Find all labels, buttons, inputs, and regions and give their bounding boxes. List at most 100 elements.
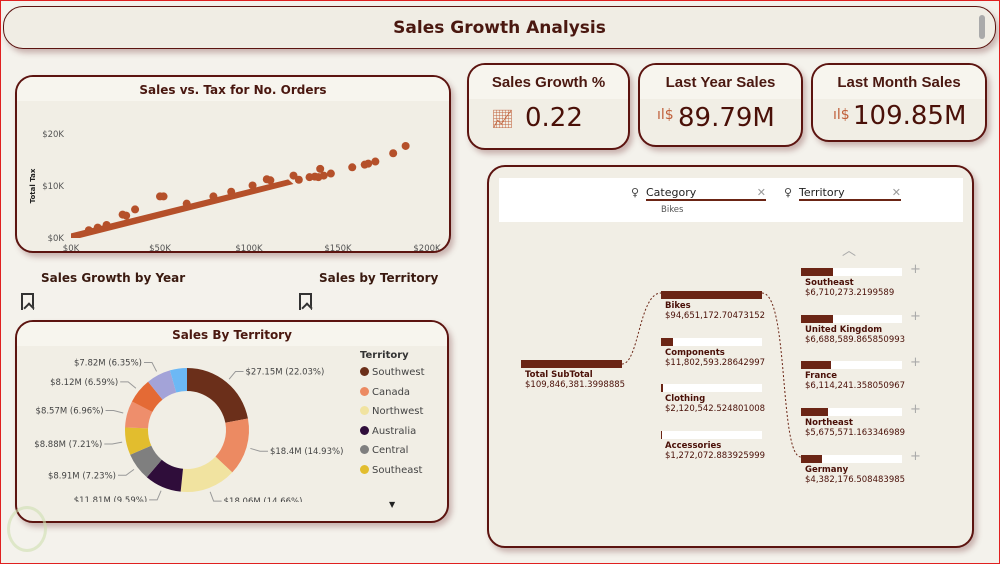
expand-plus-icon[interactable]: + xyxy=(910,262,921,277)
node-label: Total SubTotal xyxy=(525,370,593,380)
legend-item[interactable]: Central xyxy=(360,445,408,456)
slice-label: $8.88M (7.21%) xyxy=(34,440,102,450)
section-sales-by-territory: Sales by Territory xyxy=(319,271,439,285)
close-icon[interactable]: ✕ xyxy=(756,186,766,199)
node-value: $4,382,176.508483985 xyxy=(805,474,906,485)
scatter-card: Sales vs. Tax for No. Orders $0K $50K $100… xyxy=(15,75,451,253)
label-leader xyxy=(149,490,162,501)
slice-label: $8.12M (6.59%) xyxy=(50,378,118,388)
node-bar xyxy=(661,291,762,299)
donut-slice[interactable] xyxy=(125,401,153,429)
page-title: Sales Growth Analysis xyxy=(393,18,606,38)
node-bar xyxy=(801,268,902,276)
scatter-point xyxy=(348,163,357,172)
decomposition-tree-card: ♀ Category ✕ Bikes ♀ Territory ✕ ︿ Total… xyxy=(487,165,974,548)
slice-label: $18.4M (14.93%) xyxy=(270,447,343,457)
trend-chart-icon: 📈︎ xyxy=(491,109,514,130)
scatter-point xyxy=(326,169,335,178)
donut-slice[interactable] xyxy=(130,445,162,478)
scatter-point xyxy=(266,176,275,185)
scatter-point xyxy=(182,199,191,208)
node-bar xyxy=(521,360,622,368)
node-value: $6,710,273.2199589 xyxy=(805,288,895,298)
scrollbar[interactable] xyxy=(979,15,985,39)
legend-title: Territory xyxy=(360,350,409,361)
legend-item[interactable]: Southeast xyxy=(360,465,422,476)
expand-plus-icon[interactable]: + xyxy=(910,355,921,371)
scatter-point xyxy=(131,205,140,214)
donut-slice[interactable] xyxy=(187,368,248,423)
node-bar xyxy=(661,337,762,346)
section-growth-by-year: Sales Growth by Year xyxy=(41,271,186,285)
scatter-point xyxy=(389,149,398,158)
node-bar xyxy=(661,430,762,439)
bookmark-icon[interactable] xyxy=(299,293,312,310)
expand-plus-icon[interactable]: + xyxy=(910,402,921,418)
kpi-value: 0.22 xyxy=(525,103,583,133)
node-bar xyxy=(801,454,902,463)
slice-label: $27.15M (22.03%) xyxy=(246,367,325,377)
kpi-title: Last Month Sales xyxy=(813,65,985,99)
node-label: Clothing xyxy=(665,394,706,404)
legend-scroll-down-icon[interactable]: ▼ xyxy=(389,500,396,509)
donut-slice[interactable] xyxy=(215,418,249,473)
label-leader xyxy=(105,409,124,414)
node-value: $2,120,542.524801008 xyxy=(665,404,766,414)
node-bar xyxy=(801,314,902,323)
legend-item[interactable]: Australia xyxy=(360,425,416,437)
scatter-point xyxy=(227,187,236,196)
node-bar xyxy=(661,384,762,392)
node-label: Bikes xyxy=(665,301,691,311)
slice-label: $8.57M (6.96%) xyxy=(36,406,104,416)
scatter-point xyxy=(209,192,218,201)
filter-label: Category xyxy=(646,186,697,199)
donut-slice[interactable] xyxy=(180,456,233,492)
legend-item[interactable]: Southwest xyxy=(360,367,425,378)
sales-bars-dollar-icon: ıl$ xyxy=(833,107,850,123)
bookmark-icon[interactable] xyxy=(21,293,34,310)
donut-slice[interactable] xyxy=(148,370,177,400)
expand-plus-icon[interactable]: + xyxy=(910,448,921,464)
legend-item[interactable]: Northwest xyxy=(360,406,423,417)
y-tick-label: $10K xyxy=(42,182,64,192)
expand-plus-icon[interactable]: + xyxy=(910,308,921,324)
x-tick-label: $200K xyxy=(413,244,441,253)
x-tick-label: $50K xyxy=(149,244,171,253)
filter-territory[interactable]: ♀ Territory ✕ xyxy=(784,186,901,201)
filter-category[interactable]: ♀ Category ✕ xyxy=(631,186,766,201)
logo-watermark xyxy=(7,506,47,552)
node-label: France xyxy=(805,371,838,382)
donut-chart: $27.15M (22.03%) $18.4M (14.93%) $18.06M (… xyxy=(34,359,343,502)
donut-slice[interactable] xyxy=(131,381,163,413)
filter-value: Bikes xyxy=(661,205,684,215)
node-label: United Kingdom xyxy=(805,324,883,335)
scatter-point xyxy=(294,175,303,184)
scatter-point xyxy=(84,226,93,235)
slice-label: $18.06M (14.66%) xyxy=(224,497,303,502)
kpi-value: 89.79M xyxy=(678,103,775,133)
node-label: Northeast xyxy=(805,418,853,429)
node-value: $5,675,571.163346989 xyxy=(805,428,906,439)
kpi-last-month-sales: Last Month Sales ıl$ 109.85M xyxy=(811,63,987,142)
close-icon[interactable]: ✕ xyxy=(891,186,901,199)
node-label: Germany xyxy=(805,464,849,475)
legend-dot xyxy=(360,367,369,376)
scatter-title: Sales vs. Tax for No. Orders xyxy=(17,77,449,101)
slice-label: $11.81M (9.59%) xyxy=(74,496,147,502)
donut-slice[interactable] xyxy=(125,427,152,455)
label-leader xyxy=(209,491,222,502)
donut-slice[interactable] xyxy=(146,459,184,492)
x-tick-label: $0K xyxy=(63,244,80,253)
chevron-up-icon[interactable]: ︿ xyxy=(842,243,856,259)
legend-label: Southwest xyxy=(372,367,425,378)
donut-slice[interactable] xyxy=(169,368,187,393)
label-leader xyxy=(117,468,135,476)
legend-label: Central xyxy=(372,445,409,457)
y-tick-label: $0K xyxy=(48,234,65,244)
y-tick-label: $20K xyxy=(42,130,64,140)
scatter-point xyxy=(102,221,111,229)
legend-item[interactable]: Canada xyxy=(360,386,410,398)
legend-dot xyxy=(360,445,369,455)
filter-label: Territory xyxy=(799,186,845,199)
scatter-point xyxy=(159,192,168,201)
